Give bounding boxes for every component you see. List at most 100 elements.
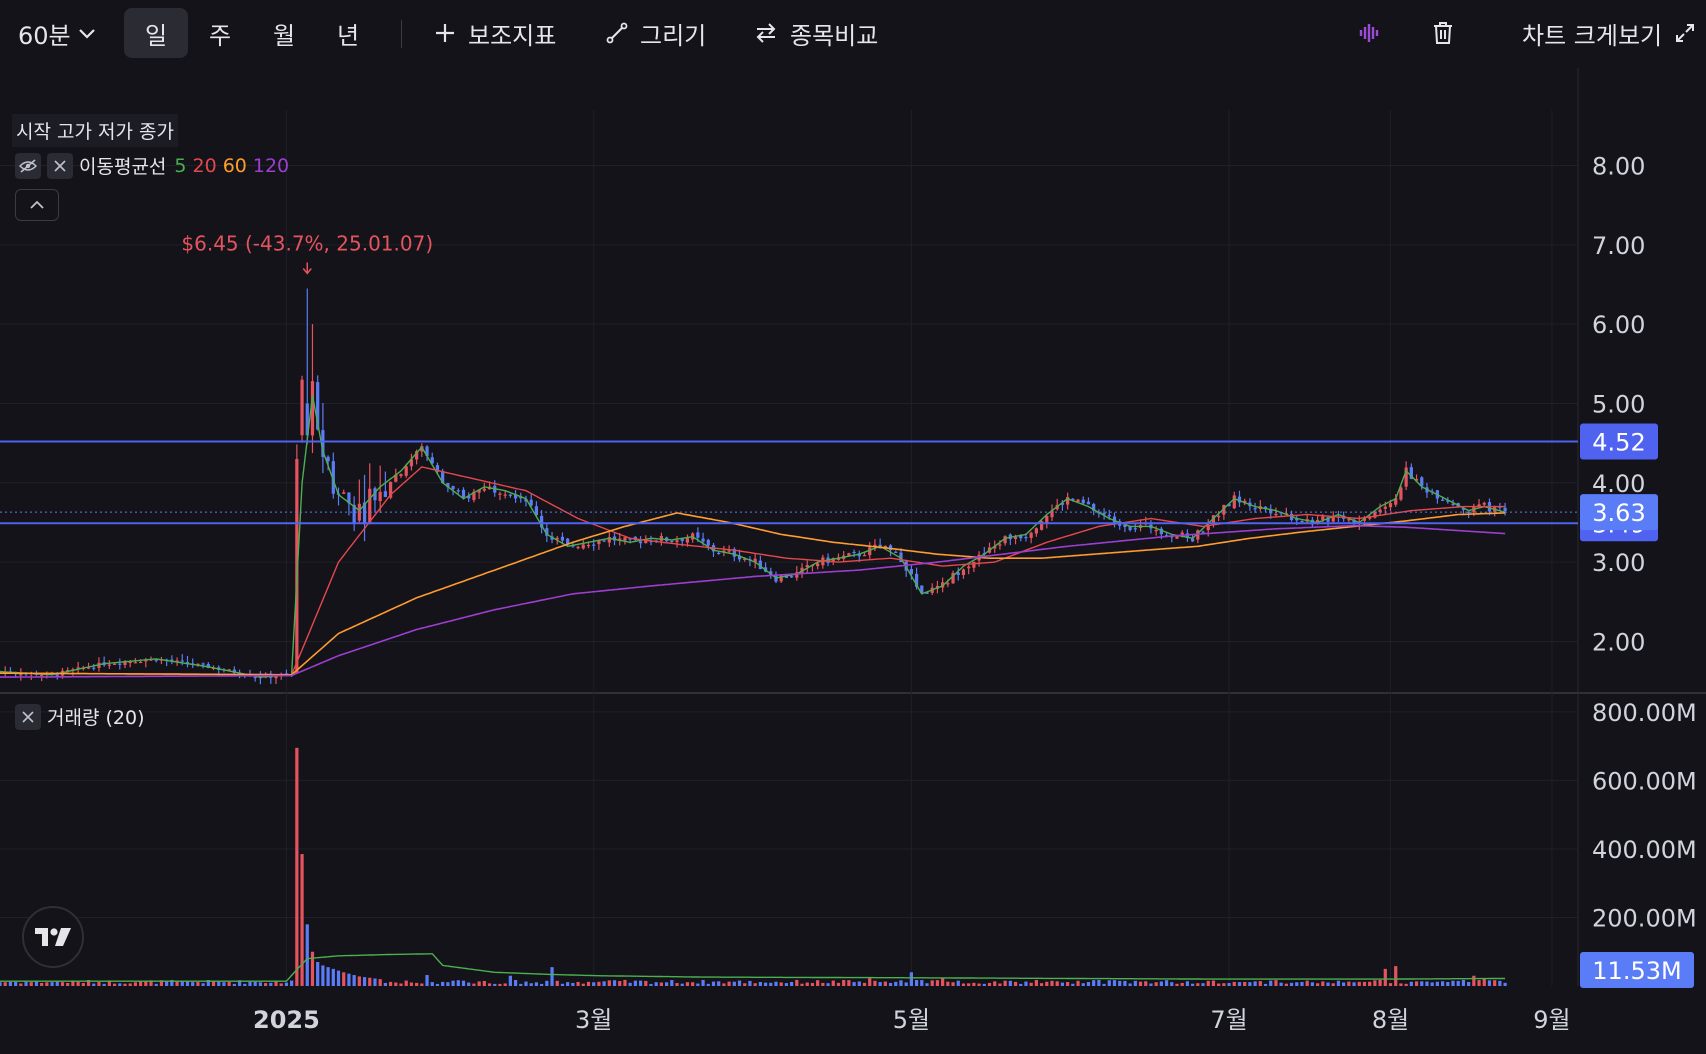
volume-bar — [930, 980, 934, 986]
volume-bar — [86, 980, 91, 986]
candle — [987, 542, 992, 554]
candle — [717, 551, 721, 555]
close-icon[interactable] — [47, 152, 73, 179]
svg-text:4.52: 4.52 — [1592, 429, 1645, 457]
candle — [852, 549, 856, 558]
volume-bar — [45, 982, 49, 986]
volume-profile-button[interactable] — [1358, 8, 1394, 58]
volume-bar — [290, 980, 294, 986]
volume-bar — [1503, 982, 1507, 986]
volume-bar — [404, 980, 408, 986]
volume-bar — [935, 980, 940, 986]
volume-bar — [1180, 982, 1184, 986]
toolbar-divider — [401, 20, 402, 48]
candle — [456, 488, 460, 494]
volume-bar — [946, 981, 950, 986]
volume-bar — [498, 983, 502, 986]
candle — [92, 663, 96, 671]
volume-bar — [862, 982, 867, 986]
volume-bar — [1467, 981, 1471, 986]
volume-bar — [50, 982, 54, 986]
collapse-legend-button[interactable] — [15, 189, 59, 221]
visibility-hidden-icon[interactable] — [15, 152, 41, 179]
delete-button[interactable] — [1432, 8, 1466, 58]
volume-bar — [1222, 983, 1226, 986]
period-month-button[interactable]: 월 — [252, 8, 316, 58]
candle — [420, 443, 424, 457]
compare-button[interactable]: 종목비교 — [754, 8, 878, 58]
close-icon[interactable] — [15, 703, 41, 730]
candle — [597, 539, 601, 550]
volume-bar — [1253, 981, 1257, 986]
interval-dropdown[interactable]: 60분 — [18, 8, 106, 58]
horizontal-lines[interactable] — [0, 440, 1578, 525]
volume-bar — [185, 981, 190, 986]
volume-bar — [737, 980, 742, 986]
y-tick-label: 7.00 — [1592, 232, 1645, 260]
volume-bar — [3, 982, 7, 986]
candle — [1269, 504, 1273, 519]
volume-bar — [201, 983, 205, 986]
period-week-button[interactable]: 주 — [188, 8, 252, 58]
volume-bar — [909, 972, 914, 986]
volume-bar — [456, 980, 460, 986]
volume-bar — [1409, 981, 1413, 986]
x-tick-label: 8월 — [1372, 1006, 1409, 1034]
volume-bar — [618, 981, 622, 986]
candle — [368, 463, 372, 525]
volume-bar — [1258, 981, 1262, 986]
volume-bar — [540, 983, 544, 986]
candle — [722, 545, 726, 557]
volume-bar — [1352, 982, 1356, 986]
volume-bar — [159, 980, 164, 986]
draw-button[interactable]: 그리기 — [606, 8, 706, 58]
volume-bar — [1123, 980, 1127, 986]
volume-bar — [284, 982, 289, 986]
volume-bar — [1076, 980, 1080, 986]
volume-bar — [717, 981, 721, 986]
volume-bar — [1196, 983, 1200, 986]
ohlc-legend: 시작 고가 저가 종가 — [12, 114, 178, 147]
volume-bar — [1097, 979, 1101, 986]
period-year-button[interactable]: 년 — [316, 8, 380, 58]
volume-bar — [701, 979, 705, 986]
candle — [362, 474, 367, 542]
candle — [1081, 496, 1085, 505]
volume-bar — [1425, 981, 1429, 986]
volume-bar — [560, 983, 565, 986]
candle — [967, 565, 971, 575]
volume-bar — [566, 982, 570, 986]
volume-bar — [847, 980, 851, 986]
volume-bar — [326, 967, 330, 986]
volume-bar — [243, 983, 247, 986]
volume-bar — [795, 979, 799, 986]
volume-bar — [873, 980, 877, 986]
indicators-button[interactable]: 보조지표 — [434, 8, 556, 58]
candle — [529, 494, 533, 507]
candle — [326, 455, 330, 471]
fullscreen-button[interactable]: 차트 크게보기 — [1522, 8, 1696, 58]
candle — [805, 560, 809, 573]
volume-bar — [961, 983, 966, 986]
y-tick-label: 4.00 — [1592, 470, 1645, 498]
volume-bar — [482, 980, 486, 986]
tradingview-logo[interactable] — [22, 906, 84, 968]
candle — [675, 536, 679, 548]
volume-bar — [1461, 979, 1466, 986]
candle — [1118, 519, 1122, 530]
volume-bar — [1128, 983, 1132, 986]
volume-bar — [1019, 983, 1023, 986]
candle — [19, 668, 23, 681]
period-day-button[interactable]: 일 — [124, 8, 188, 58]
x-tick-label: 5월 — [893, 1006, 930, 1034]
volume-bar — [1008, 980, 1012, 986]
volume-bar — [878, 982, 882, 986]
volume-bar — [1305, 980, 1309, 986]
volume-bar — [602, 981, 606, 986]
volume-legend-name: 거래량 (20) — [47, 707, 145, 729]
volume-bar — [1279, 982, 1283, 986]
volume-bar — [92, 983, 96, 986]
volume-bar — [420, 983, 424, 986]
volume-bar — [305, 924, 309, 986]
